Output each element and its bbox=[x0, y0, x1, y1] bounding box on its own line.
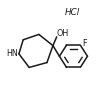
Text: F: F bbox=[83, 39, 87, 48]
Text: HCl: HCl bbox=[65, 8, 80, 17]
Text: OH: OH bbox=[57, 29, 69, 38]
Text: HN: HN bbox=[6, 49, 18, 58]
